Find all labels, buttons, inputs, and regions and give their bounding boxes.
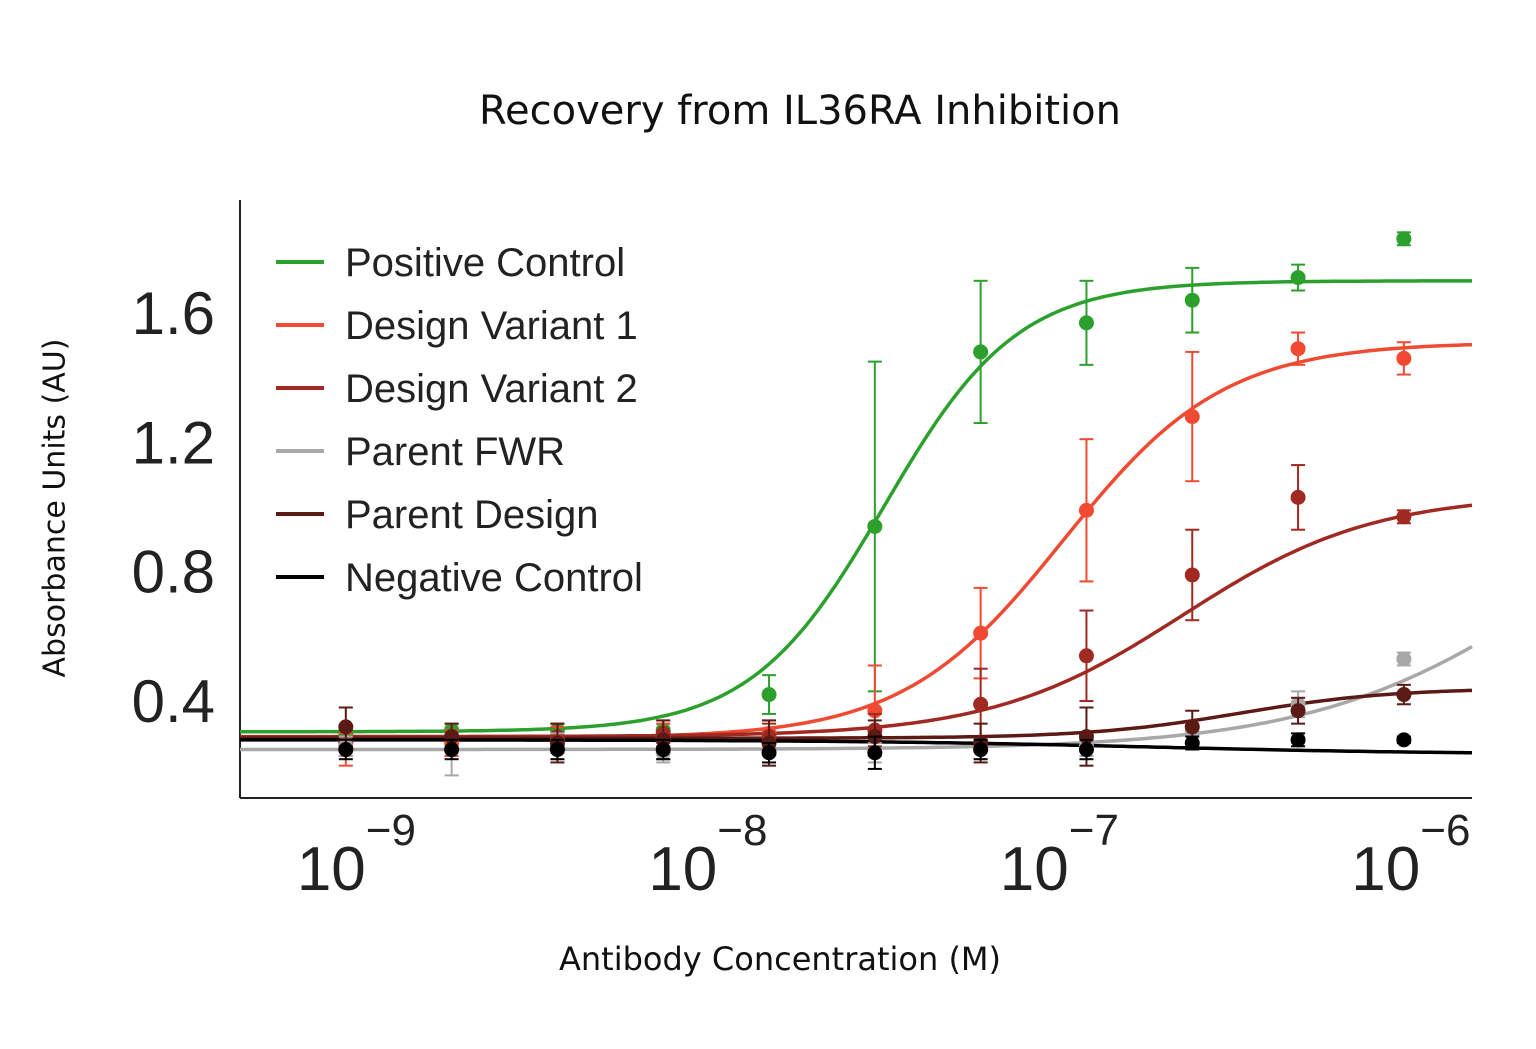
data-point (1184, 567, 1200, 583)
data-point (1078, 315, 1094, 331)
data-point (1078, 742, 1094, 758)
legend-label: Parent FWR (345, 430, 565, 474)
x-tick-label-exponent: −9 (366, 806, 416, 855)
data-point (338, 719, 354, 735)
data-point (655, 742, 671, 758)
data-point (1396, 509, 1412, 525)
legend: Positive Control Design Variant 1 Design V… (276, 241, 643, 600)
x-tick-label-exponent: −7 (1069, 806, 1119, 855)
data-point (1184, 719, 1200, 735)
data-point (1184, 735, 1200, 751)
fit-curve (240, 645, 1473, 752)
x-axis-label: Antibody Concentration (M) (558, 940, 1002, 978)
axes: 0.40.81.21.610−910−810−710−6 (132, 200, 1472, 904)
legend-label: Design Variant 1 (345, 304, 638, 348)
data-point (1290, 732, 1306, 748)
data-point (1184, 292, 1200, 308)
x-tick-label-base: 10 (648, 835, 717, 904)
x-tick-label-base: 10 (297, 835, 366, 904)
data-point (1396, 651, 1412, 667)
data-point (1396, 350, 1412, 366)
data-point (973, 742, 989, 758)
data-point (1290, 341, 1306, 357)
data-point (973, 696, 989, 712)
data-point (1078, 502, 1094, 518)
data-point (338, 742, 354, 758)
x-tick-label-base: 10 (1000, 835, 1069, 904)
data-point (1184, 409, 1200, 425)
x-tick-label-exponent: −6 (1420, 806, 1470, 855)
data-point (761, 745, 777, 761)
y-tick-label: 0.4 (132, 668, 215, 735)
x-tick-label-exponent: −8 (717, 806, 767, 855)
x-tick-label-base: 10 (1351, 835, 1420, 904)
data-point (1396, 231, 1412, 247)
y-tick-label: 0.8 (132, 539, 215, 606)
data-point (1290, 270, 1306, 286)
data-point (973, 344, 989, 360)
legend-label: Design Variant 2 (345, 367, 638, 411)
data-point (973, 625, 989, 641)
data-point (867, 518, 883, 534)
data-point (1078, 648, 1094, 664)
data-points (338, 231, 1412, 777)
legend-label: Parent Design (345, 493, 598, 537)
data-point (1290, 703, 1306, 719)
data-point (549, 742, 565, 758)
y-tick-label: 1.6 (132, 280, 215, 347)
data-point (1290, 489, 1306, 505)
data-point (1396, 732, 1412, 748)
data-point (444, 742, 460, 758)
data-point (761, 687, 777, 703)
legend-label: Positive Control (345, 241, 625, 285)
chart-title: Recovery from IL36RA Inhibition (479, 88, 1121, 134)
fit-curve (240, 503, 1473, 739)
legend-label: Negative Control (345, 556, 643, 600)
data-point (867, 745, 883, 761)
y-axis-label: Absorbance Units (AU) (37, 338, 73, 678)
data-point (1396, 687, 1412, 703)
y-tick-label: 1.2 (132, 409, 215, 476)
